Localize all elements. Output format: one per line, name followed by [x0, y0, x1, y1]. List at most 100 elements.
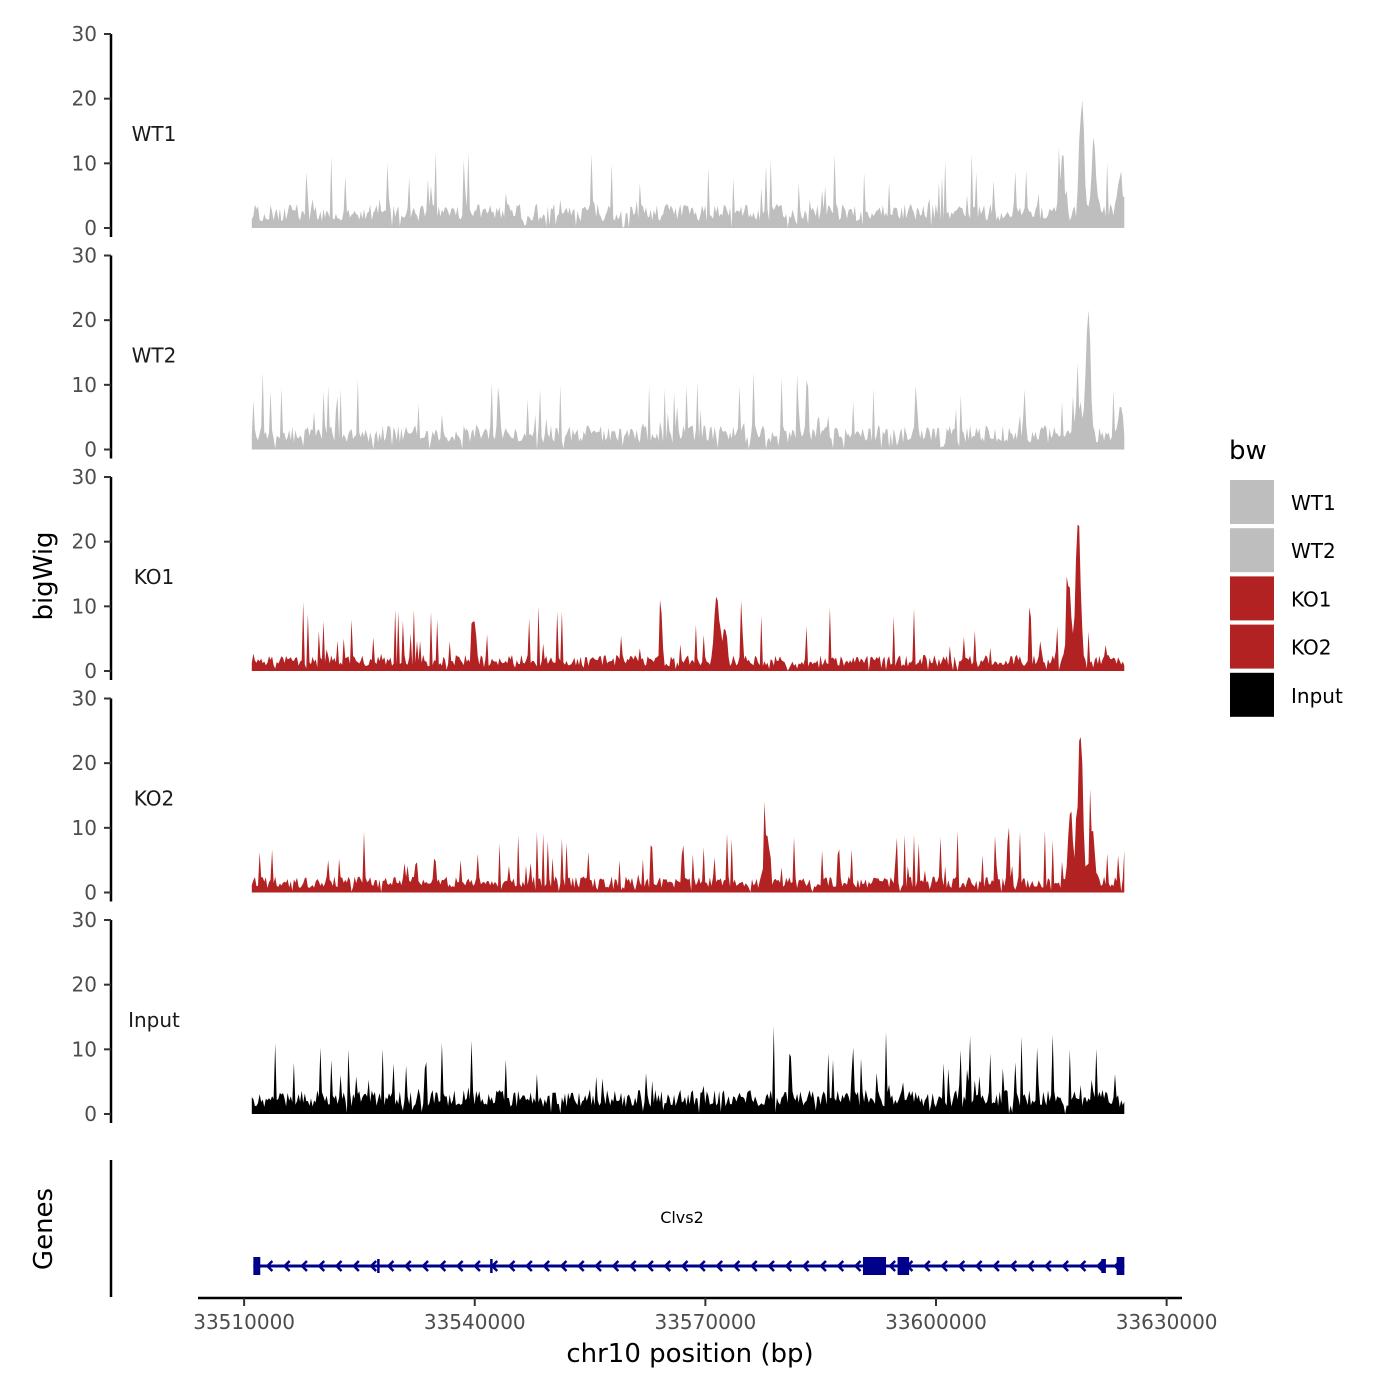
gene-exon-1	[253, 1257, 261, 1275]
strand-arrow	[386, 1260, 395, 1272]
legend-label-ko1: KO1	[1291, 587, 1332, 611]
strand-arrow	[767, 1260, 775, 1272]
tracks-layer: 0 10 20 30 WT1 0 10 20 30 WT2 0 10 20 30 KO1 0 10 20 30 KO2…	[72, 22, 1125, 1126]
strand-arrow	[628, 1260, 637, 1272]
x-tick-label-33600000: 33600000	[885, 1310, 987, 1334]
strand-arrow	[369, 1260, 378, 1272]
legend-key-wt1	[1230, 480, 1274, 524]
strand-arrow	[819, 1260, 827, 1272]
legend-key-ko2	[1230, 624, 1274, 669]
strand-arrow	[698, 1260, 706, 1272]
strand-arrow	[974, 1260, 983, 1272]
strand-arrow	[940, 1260, 948, 1272]
y-tick-label-ko2-20: 20	[72, 751, 97, 775]
y-axis-title: bigWig	[29, 531, 59, 620]
strand-arrow	[1009, 1260, 1018, 1272]
strand-arrow	[525, 1260, 533, 1272]
strand-arrow	[334, 1260, 343, 1272]
strand-arrow	[611, 1260, 620, 1272]
y-tick-label-ko2-10: 10	[72, 816, 97, 840]
x-tick-label-33630000: 33630000	[1116, 1310, 1218, 1334]
legend: bw WT1 WT2 KO1 KO2 Input	[1229, 436, 1343, 717]
strand-arrow	[1061, 1260, 1070, 1272]
strand-arrow	[992, 1260, 1000, 1272]
strand-arrow	[542, 1260, 551, 1272]
y-tick-label-input-10: 10	[72, 1037, 97, 1061]
strand-arrow	[784, 1260, 793, 1272]
strand-arrow	[1078, 1260, 1087, 1272]
x-tick-label-33570000: 33570000	[654, 1310, 756, 1334]
track-label-ko1: KO1	[134, 565, 175, 589]
track-wt1: 0 10 20 30 WT1	[72, 22, 1125, 240]
gene-exon-5	[897, 1257, 910, 1275]
y-tick-label-ko1-20: 20	[72, 530, 97, 554]
track-label-wt2: WT2	[132, 344, 177, 368]
strand-arrow	[282, 1260, 291, 1272]
y-tick-label-wt1-30: 30	[72, 22, 97, 46]
strand-arrow	[853, 1260, 862, 1272]
genes-panel: Genes Clvs2	[29, 1160, 1125, 1297]
signal-area-ko1	[251, 524, 1125, 671]
y-tick-label-input-20: 20	[72, 973, 97, 997]
strand-arrow	[438, 1260, 447, 1272]
strand-arrow	[594, 1260, 602, 1272]
y-tick-label-wt1-20: 20	[72, 87, 97, 111]
strand-arrow	[559, 1260, 568, 1272]
y-tick-label-ko1-0: 0	[84, 659, 97, 683]
strand-arrow	[352, 1260, 360, 1272]
legend-label-ko2: KO2	[1291, 636, 1332, 660]
track-ko2: 0 10 20 30 KO2	[72, 687, 1125, 905]
legend-key-input	[1230, 672, 1274, 717]
gene-exon-7	[1116, 1257, 1125, 1275]
track-ko1: 0 10 20 30 KO1	[72, 465, 1125, 683]
x-axis: 33510000 33540000 33570000 33600000 33630000	[193, 1296, 1218, 1334]
signal-area-ko2	[251, 737, 1125, 893]
strand-arrow	[715, 1260, 724, 1272]
y-tick-label-ko2-0: 0	[84, 881, 97, 905]
strand-arrow	[507, 1260, 516, 1272]
strand-arrow	[473, 1260, 481, 1272]
strand-arrow	[1044, 1260, 1052, 1272]
y-tick-label-wt2-10: 10	[72, 373, 97, 397]
legend-key-wt2	[1230, 528, 1274, 573]
strand-arrow	[957, 1260, 966, 1272]
strand-arrow	[317, 1260, 326, 1272]
track-label-input: Input	[128, 1008, 180, 1032]
legend-key-ko1	[1230, 576, 1274, 621]
gene-exon-6	[1101, 1259, 1106, 1273]
strand-arrow	[646, 1260, 654, 1272]
gene-exon-2	[377, 1259, 380, 1273]
y-tick-label-wt2-20: 20	[72, 308, 97, 332]
x-tick-label-33540000: 33540000	[424, 1310, 526, 1334]
genes-axis-title: Genes	[29, 1188, 59, 1270]
strand-arrow	[749, 1260, 758, 1272]
strand-arrow	[421, 1260, 429, 1272]
gene-exon-3	[490, 1259, 493, 1273]
strand-arrow	[403, 1260, 412, 1272]
track-wt2: 0 10 20 30 WT2	[72, 244, 1125, 462]
strand-arrow	[836, 1260, 845, 1272]
strand-arrow	[265, 1260, 274, 1272]
strand-arrow	[576, 1260, 585, 1272]
strand-arrow	[663, 1260, 672, 1272]
gene-label-clvs2: Clvs2	[660, 1208, 704, 1227]
strand-arrow	[1095, 1260, 1104, 1272]
legend-label-input: Input	[1291, 684, 1343, 708]
strand-arrow	[1026, 1260, 1035, 1272]
legend-label-wt2: WT2	[1291, 539, 1336, 563]
y-tick-label-wt2-0: 0	[84, 438, 97, 462]
strand-arrow	[680, 1260, 689, 1272]
x-tick-label-33510000: 33510000	[193, 1310, 295, 1334]
strand-arrow	[732, 1260, 741, 1272]
legend-title: bw	[1229, 436, 1267, 466]
track-label-ko2: KO2	[134, 787, 175, 811]
y-tick-label-wt1-0: 0	[84, 216, 97, 240]
y-tick-label-wt2-30: 30	[72, 244, 97, 268]
strand-arrow	[455, 1260, 464, 1272]
x-axis-title: chr10 position (bp)	[566, 1339, 813, 1369]
gene-model-clvs2	[253, 1257, 1125, 1275]
y-tick-label-ko2-30: 30	[72, 687, 97, 711]
y-tick-label-input-0: 0	[84, 1102, 97, 1126]
track-input: 0 10 20 30 Input	[72, 908, 1125, 1126]
